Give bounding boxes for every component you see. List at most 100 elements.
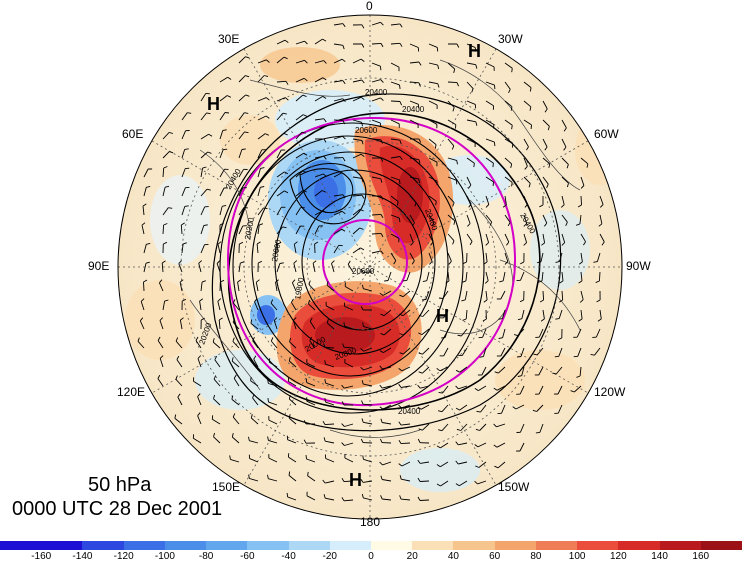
wind-barb-flag	[512, 68, 513, 72]
colorbar-tick-label: -140	[72, 551, 92, 562]
colorbar-tick-label: 160	[692, 551, 709, 562]
colorbar	[0, 541, 742, 550]
colorbar-tick-label: 120	[610, 551, 627, 562]
wind-barb-flag	[403, 280, 407, 281]
colorbar-segment	[701, 541, 742, 550]
wind-barb	[372, 43, 381, 44]
colorbar-segment	[577, 541, 618, 550]
high-marker-east: H	[436, 306, 449, 326]
wind-barb	[581, 196, 582, 205]
colorbar-tick-label: 100	[569, 551, 586, 562]
wind-barb-flag	[251, 377, 252, 381]
colorbar-segment	[165, 541, 206, 550]
lon-label-60w: 60W	[594, 127, 619, 141]
wind-barb-flag	[325, 398, 326, 402]
colorbar-segment	[618, 541, 659, 550]
wind-barb-flag	[268, 398, 269, 402]
wind-barb-flag	[325, 379, 326, 383]
contour-label: 20400	[402, 105, 425, 114]
wind-barb	[401, 443, 410, 444]
wind-barb	[420, 481, 429, 482]
contour-label: 20600	[352, 267, 375, 276]
wind-barb-flag	[287, 493, 288, 497]
wind-barb-flag	[380, 123, 381, 127]
wind-barb-flag	[422, 300, 426, 301]
wind-barb-flag	[436, 201, 437, 205]
colorbar-tick-label: 0	[368, 551, 374, 562]
colorbar-segment	[41, 541, 82, 550]
high-marker-north: H	[468, 41, 481, 61]
contour-label: 20600	[355, 126, 378, 135]
colorbar-tick-label: -80	[199, 551, 213, 562]
wind-barb-flag	[439, 298, 443, 299]
wind-barb-flag	[494, 142, 495, 146]
wind-barb-flag	[400, 180, 401, 184]
colorbar-tick-label: 20	[407, 551, 418, 562]
high-marker-south: H	[349, 470, 362, 490]
colorbar-segment	[453, 541, 494, 550]
lon-label-150e: 150E	[212, 480, 240, 494]
colorbar-tick-label: 140	[651, 551, 668, 562]
colorbar-segment	[0, 541, 41, 550]
wind-barb-flag	[441, 338, 445, 339]
wind-barb	[372, 214, 381, 215]
wind-barb	[599, 272, 600, 281]
lon-label-90w: 90W	[626, 259, 651, 273]
lon-label-120w: 120W	[594, 385, 626, 399]
wind-barb-flag	[380, 66, 381, 70]
colorbar-segment	[660, 541, 701, 550]
wind-barb	[163, 225, 164, 234]
colorbar-segment	[412, 541, 453, 550]
wind-barb	[144, 282, 145, 291]
wind-barb-flag	[187, 113, 191, 114]
colorbar-segment	[124, 541, 165, 550]
wind-barb-flag	[363, 455, 364, 459]
colorbar-segment	[247, 541, 288, 550]
wind-barb-flag	[242, 149, 246, 150]
colorbar-segment	[536, 541, 577, 550]
lon-label-0: 0	[366, 0, 373, 13]
wind-barb-flag	[474, 163, 475, 167]
pressure-level-title: 50 hPa	[88, 474, 151, 497]
colorbar-segment	[82, 541, 123, 550]
wind-barb	[325, 424, 334, 425]
lon-label-30e: 30E	[218, 32, 239, 46]
wind-barb-flag	[512, 182, 513, 186]
colorbar-tick-label: 60	[489, 551, 500, 562]
wind-barb	[420, 500, 429, 501]
wind-barb-flag	[223, 130, 227, 131]
wind-barb-flag	[517, 357, 521, 358]
lon-label-90e: 90E	[88, 259, 109, 273]
colorbar-tick-label: 40	[448, 551, 459, 562]
wind-barb-flag	[225, 113, 229, 114]
wind-barb	[391, 101, 400, 102]
wind-barb-flag	[185, 149, 189, 150]
wind-barb-flag	[493, 163, 494, 167]
colorbar-tick-label: -60	[240, 551, 254, 562]
colorbar-segment	[206, 541, 247, 550]
wind-barb-flag	[555, 319, 559, 320]
wind-barb	[543, 291, 544, 300]
colorbar-tick-label: -20	[323, 551, 337, 562]
wind-barb	[448, 82, 457, 83]
contour-label: 20400	[398, 407, 421, 416]
colorbar-segment	[330, 541, 371, 550]
wind-barb-flag	[384, 281, 388, 282]
high-marker-west: H	[207, 94, 220, 114]
colorbar-tick-label: -100	[155, 551, 175, 562]
lon-label-150w: 150W	[498, 480, 530, 494]
wind-barb-flag	[168, 208, 172, 209]
lon-label-180: 180	[360, 515, 380, 529]
wind-barb-flag	[400, 85, 401, 89]
colorbar-tick-label: 80	[530, 551, 541, 562]
colorbar-segment	[289, 541, 330, 550]
wind-barb-flag	[325, 360, 326, 364]
contour-label: 20400	[365, 88, 388, 97]
colorbar-tick-label: -40	[281, 551, 295, 562]
wind-barb	[372, 233, 381, 234]
wind-barb-flag	[399, 218, 400, 222]
colorbar-segment	[495, 541, 536, 550]
colorbar-tick-label: -120	[114, 551, 134, 562]
wind-barb-flag	[185, 206, 189, 207]
wind-barb-flag	[306, 455, 307, 459]
